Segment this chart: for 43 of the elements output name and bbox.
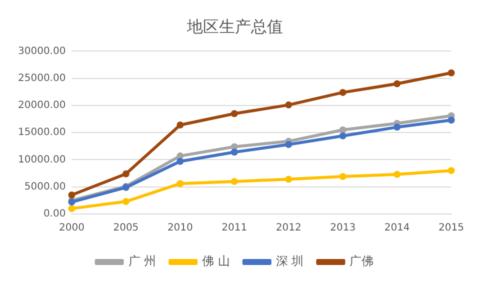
point bbox=[394, 80, 401, 88]
x-tick-label: 2013 bbox=[330, 222, 356, 234]
legend-label: 广佛 bbox=[350, 254, 374, 268]
point bbox=[448, 69, 455, 76]
y-tick-label: 10000.00 bbox=[18, 154, 66, 166]
point bbox=[230, 178, 238, 185]
point bbox=[339, 132, 346, 140]
point bbox=[230, 148, 238, 156]
point bbox=[394, 170, 401, 178]
y-tick-label: 0.00 bbox=[43, 208, 66, 220]
point bbox=[339, 126, 346, 134]
point bbox=[68, 192, 76, 199]
point bbox=[339, 173, 346, 180]
y-tick-label: 25000.00 bbox=[18, 72, 66, 84]
point bbox=[176, 122, 184, 129]
legend-label: 深 圳 bbox=[276, 254, 304, 268]
x-tick-label: 2015 bbox=[438, 222, 464, 234]
legend-label: 广 州 bbox=[128, 254, 156, 268]
point bbox=[230, 110, 238, 118]
x-tick-label: 2005 bbox=[113, 222, 139, 234]
point bbox=[176, 158, 184, 165]
x-tick-label: 2014 bbox=[384, 222, 410, 234]
y-tick-label: 15000.00 bbox=[18, 127, 66, 138]
point bbox=[448, 116, 455, 124]
point bbox=[122, 198, 130, 206]
point bbox=[122, 170, 130, 178]
y-tick-label: 30000.00 bbox=[18, 46, 66, 57]
x-tick-label: 2012 bbox=[276, 222, 302, 234]
point bbox=[68, 205, 76, 212]
y-tick-label: 5000.00 bbox=[24, 181, 66, 192]
x-tick-label: 2010 bbox=[167, 222, 193, 234]
x-tick-label: 2011 bbox=[222, 222, 248, 234]
chart-title: 地区生产总值 bbox=[186, 16, 283, 36]
point bbox=[285, 176, 292, 183]
point bbox=[285, 141, 292, 148]
point bbox=[176, 180, 184, 188]
legend-label: 佛 山 bbox=[202, 254, 230, 268]
point bbox=[448, 167, 455, 174]
x-tick-label: 2000 bbox=[58, 222, 84, 234]
point bbox=[339, 88, 346, 96]
point bbox=[285, 101, 292, 108]
y-tick-label: 20000.00 bbox=[18, 100, 66, 112]
point bbox=[394, 124, 401, 131]
